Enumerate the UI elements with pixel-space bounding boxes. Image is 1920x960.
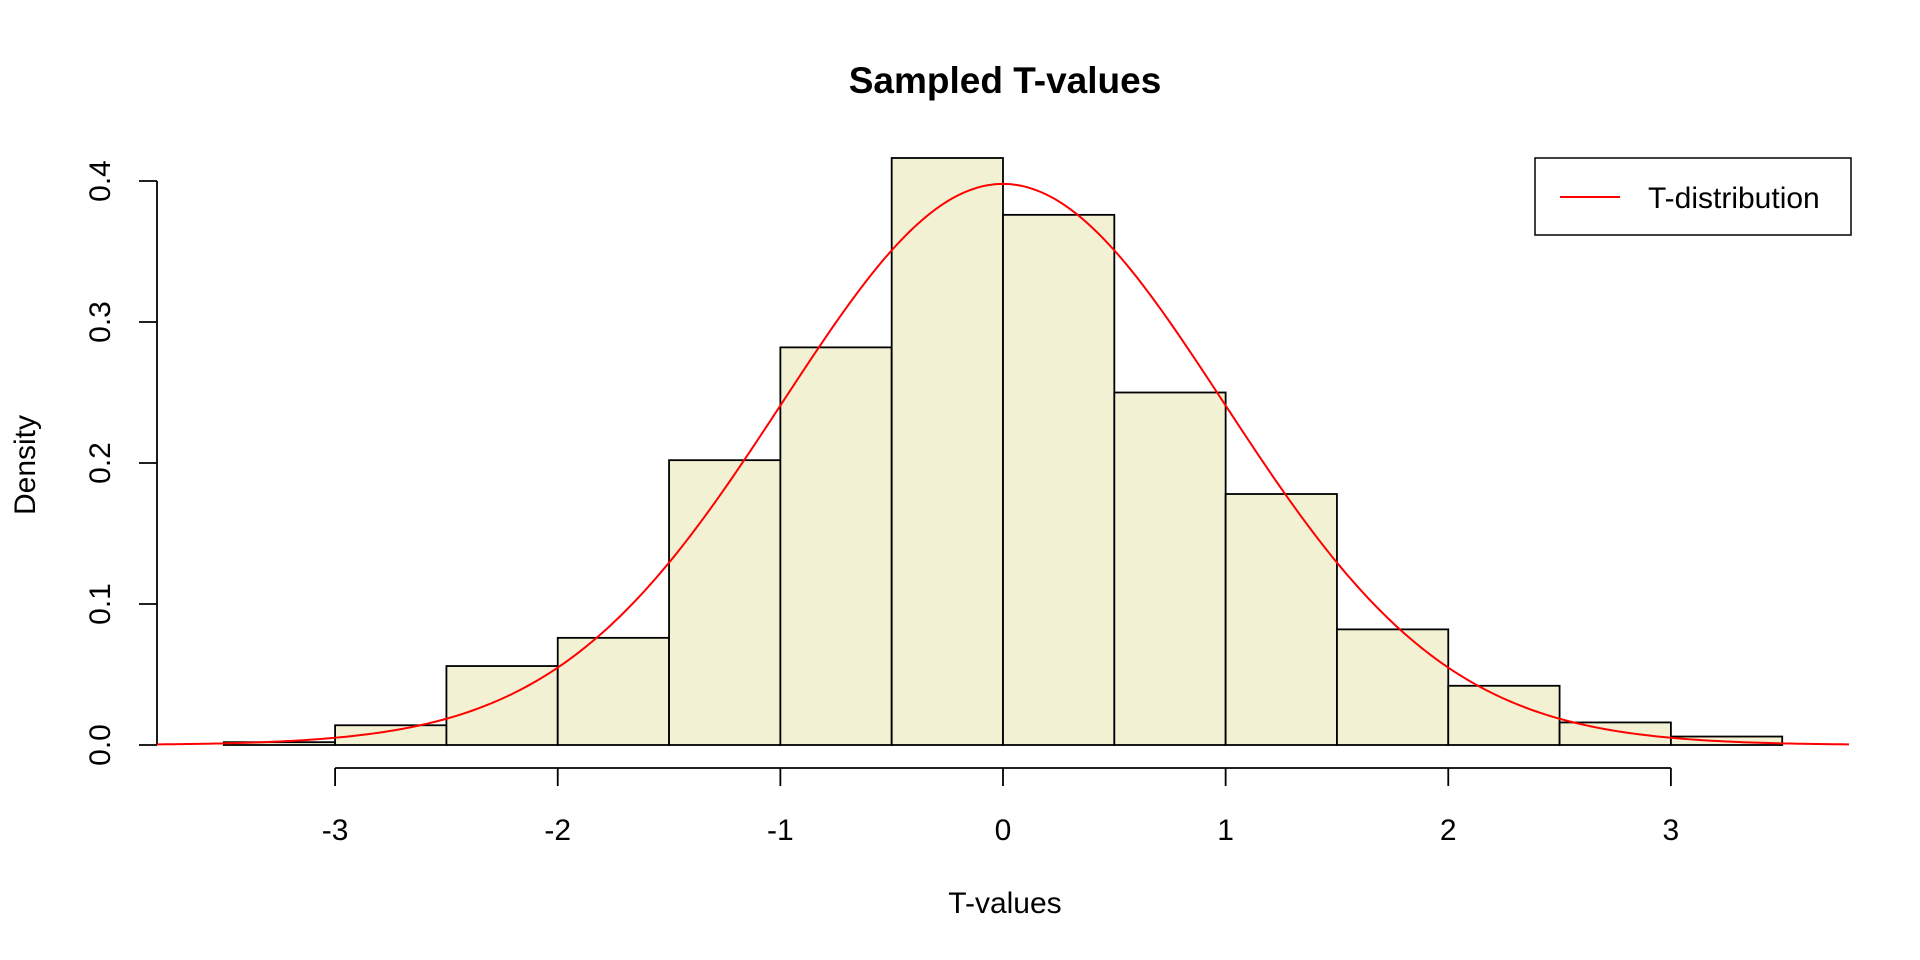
x-axis-label: T-values: [948, 887, 1061, 920]
x-tick-label-4: 0: [995, 814, 1012, 847]
legend: T-distribution: [1534, 157, 1852, 236]
histogram-bar-7: [890, 157, 1004, 746]
y-axis-label: Density: [9, 415, 42, 515]
t-distribution-curve: [156, 182, 1850, 746]
x-tick-label-2: -2: [544, 814, 571, 847]
histogram-bar-10: [1224, 493, 1338, 746]
y-tick-label-3: 0.2: [84, 442, 117, 484]
chart-title: Sampled T-values: [849, 60, 1162, 101]
x-tick-label-6: 2: [1440, 814, 1457, 847]
y-axis: 0.0 0.1 0.2 0.3 0.4: [84, 160, 158, 766]
histogram-bar-9: [1113, 391, 1227, 746]
x-axis: -3 -2 -1 0 1 2 3: [322, 767, 1680, 847]
histogram-bar-12: [1447, 684, 1561, 746]
x-tick-label-1: -3: [322, 814, 349, 847]
y-tick-label-5: 0.4: [84, 160, 117, 202]
histogram-bar-4: [556, 636, 670, 746]
legend-label-t-distribution: T-distribution: [1648, 182, 1820, 215]
y-tick-label-4: 0.3: [84, 301, 117, 343]
histogram-bar-6: [779, 346, 893, 746]
histogram-bar-13: [1558, 721, 1672, 746]
x-tick-label-3: -1: [767, 814, 794, 847]
x-tick-label-7: 3: [1663, 814, 1680, 847]
histogram-bar-5: [668, 459, 782, 746]
histogram-bar-11: [1336, 628, 1450, 746]
histogram-bars: [222, 157, 1784, 746]
y-tick-label-2: 0.1: [84, 583, 117, 625]
x-tick-label-5: 1: [1217, 814, 1234, 847]
histogram-bar-8: [1002, 213, 1116, 746]
y-tick-label-1: 0.0: [84, 724, 117, 766]
